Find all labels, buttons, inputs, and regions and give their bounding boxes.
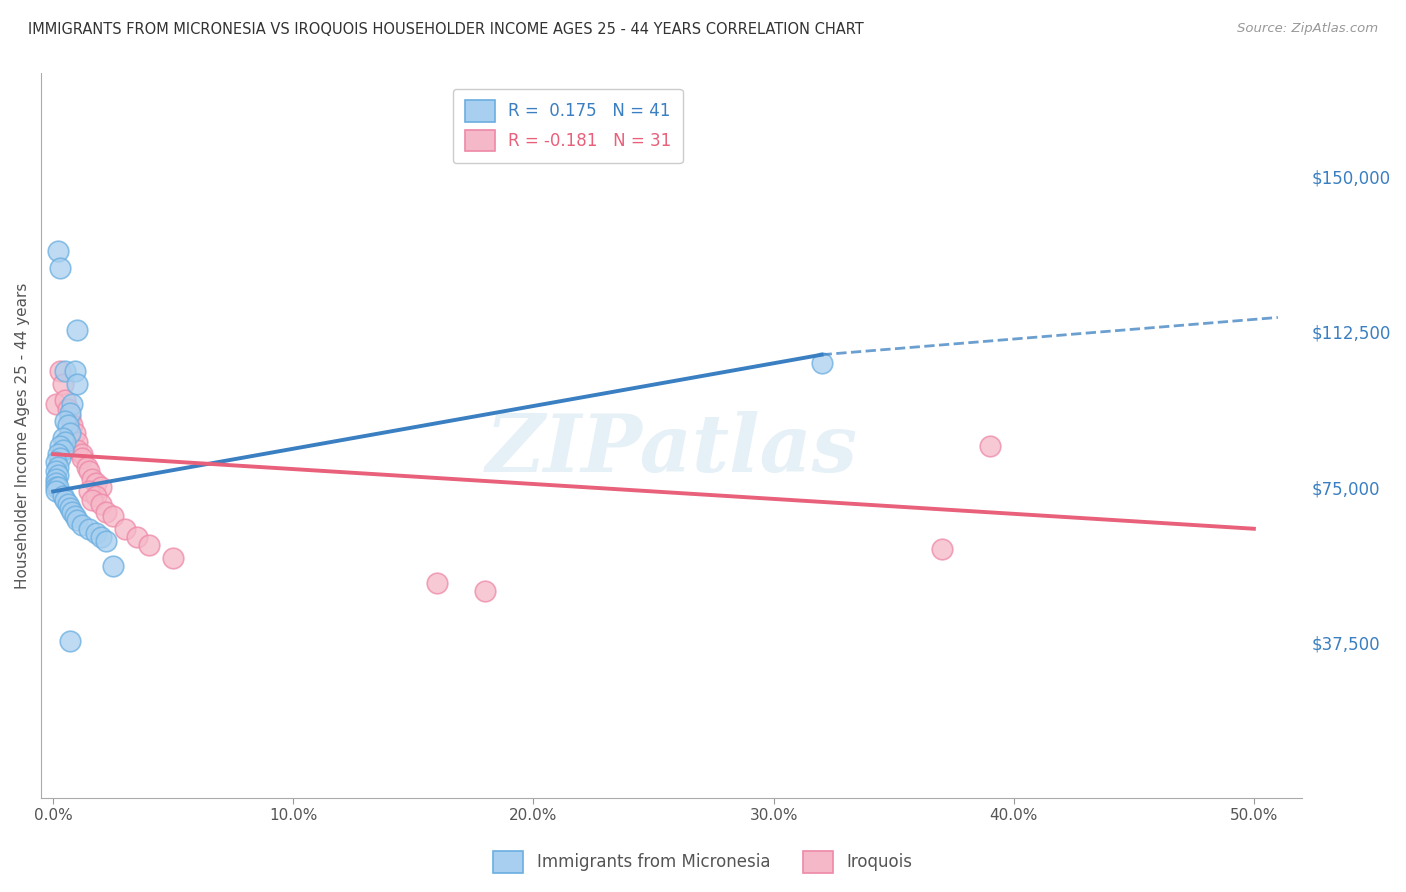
Point — [101, 559, 124, 574]
Point — [49, 439, 72, 453]
Legend: Immigrants from Micronesia, Iroquois: Immigrants from Micronesia, Iroquois — [486, 845, 920, 880]
Point — [53, 364, 76, 378]
Legend: R =  0.175   N = 41, R = -0.181   N = 31: R = 0.175 N = 41, R = -0.181 N = 31 — [453, 88, 683, 163]
Point — [474, 583, 496, 598]
Point — [77, 484, 100, 499]
Point — [101, 509, 124, 524]
Point — [56, 401, 79, 416]
Point — [59, 501, 82, 516]
Point — [90, 480, 112, 494]
Point — [59, 406, 82, 420]
Point — [77, 522, 100, 536]
Point — [44, 476, 66, 491]
Point — [59, 409, 82, 424]
Point — [44, 480, 66, 494]
Point — [931, 542, 953, 557]
Point — [44, 397, 66, 411]
Point — [86, 476, 108, 491]
Point — [52, 489, 75, 503]
Point — [53, 393, 76, 408]
Point — [86, 489, 108, 503]
Point — [80, 492, 103, 507]
Point — [52, 376, 75, 391]
Point — [70, 447, 93, 461]
Point — [810, 356, 832, 370]
Point — [52, 443, 75, 458]
Point — [979, 439, 1001, 453]
Point — [53, 414, 76, 428]
Y-axis label: Householder Income Ages 25 - 44 years: Householder Income Ages 25 - 44 years — [15, 283, 30, 589]
Point — [70, 451, 93, 466]
Point — [44, 464, 66, 478]
Point — [46, 244, 69, 259]
Point — [66, 513, 89, 527]
Point — [90, 497, 112, 511]
Point — [46, 447, 69, 461]
Text: IMMIGRANTS FROM MICRONESIA VS IROQUOIS HOUSEHOLDER INCOME AGES 25 - 44 YEARS COR: IMMIGRANTS FROM MICRONESIA VS IROQUOIS H… — [28, 22, 863, 37]
Point — [44, 484, 66, 499]
Point — [49, 260, 72, 275]
Point — [52, 431, 75, 445]
Point — [114, 522, 136, 536]
Point — [56, 418, 79, 433]
Point — [66, 323, 89, 337]
Point — [66, 376, 89, 391]
Text: Source: ZipAtlas.com: Source: ZipAtlas.com — [1237, 22, 1378, 36]
Point — [162, 550, 184, 565]
Point — [44, 455, 66, 469]
Point — [60, 418, 83, 433]
Point — [59, 633, 82, 648]
Point — [46, 480, 69, 494]
Text: ZIPatlas: ZIPatlas — [485, 411, 858, 489]
Point — [46, 467, 69, 482]
Point — [70, 517, 93, 532]
Point — [66, 443, 89, 458]
Point — [77, 464, 100, 478]
Point — [49, 364, 72, 378]
Point — [80, 472, 103, 486]
Point — [44, 472, 66, 486]
Point — [127, 530, 149, 544]
Point — [90, 530, 112, 544]
Point — [94, 534, 117, 549]
Point — [63, 364, 86, 378]
Point — [53, 434, 76, 449]
Point — [56, 497, 79, 511]
Point — [49, 451, 72, 466]
Point — [76, 459, 98, 474]
Point — [63, 509, 86, 524]
Point — [60, 397, 83, 411]
Point — [63, 426, 86, 441]
Point — [86, 525, 108, 540]
Point — [59, 426, 82, 441]
Point — [138, 538, 160, 552]
Point — [94, 505, 117, 519]
Point — [60, 505, 83, 519]
Point — [46, 459, 69, 474]
Point — [66, 434, 89, 449]
Point — [426, 575, 449, 590]
Point — [53, 492, 76, 507]
